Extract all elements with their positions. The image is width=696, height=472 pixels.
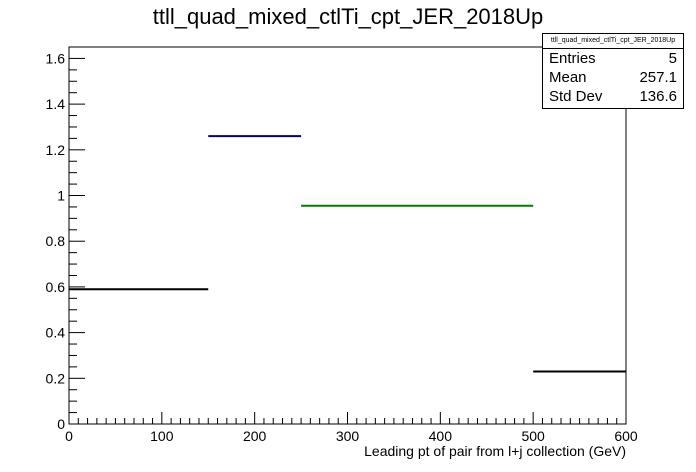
y-tick-label: 1 xyxy=(57,188,65,204)
y-tick-label: 0.4 xyxy=(46,325,66,341)
y-tick-label: 1.4 xyxy=(46,96,66,112)
y-tick-label: 0.6 xyxy=(46,279,66,295)
x-tick-label: 100 xyxy=(150,428,174,444)
stats-value-entries: 5 xyxy=(668,50,677,67)
stats-value-stddev: 136.6 xyxy=(639,88,677,105)
y-tick-label: 0.2 xyxy=(46,370,66,386)
stats-value-mean: 257.1 xyxy=(639,69,677,86)
x-tick-label: 400 xyxy=(429,428,453,444)
stats-label-entries: Entries xyxy=(549,50,596,67)
stats-label-stddev: Std Dev xyxy=(549,88,603,105)
y-tick-label: 1.6 xyxy=(46,50,66,66)
chart-title: ttll_quad_mixed_ctlTi_cpt_JER_2018Up xyxy=(152,4,544,29)
stats-row-entries: Entries 5 xyxy=(543,49,683,68)
stats-row-mean: Mean 257.1 xyxy=(543,68,683,87)
stats-box: ttll_quad_mixed_ctlTi_cpt_JER_2018Up Ent… xyxy=(542,33,684,109)
x-tick-label: 600 xyxy=(614,428,638,444)
x-tick-label: 500 xyxy=(521,428,545,444)
y-tick-label: 0 xyxy=(57,416,65,432)
x-axis-label: Leading pt of pair from l+j collection (… xyxy=(364,443,626,459)
x-tick-label: 0 xyxy=(65,428,73,444)
x-tick-label: 300 xyxy=(336,428,360,444)
y-tick-label: 1.2 xyxy=(46,142,66,158)
stats-label-mean: Mean xyxy=(549,69,587,86)
stats-box-name: ttll_quad_mixed_ctlTi_cpt_JER_2018Up xyxy=(543,34,683,49)
y-tick-label: 0.8 xyxy=(46,233,66,249)
x-tick-label: 200 xyxy=(243,428,267,444)
stats-row-stddev: Std Dev 136.6 xyxy=(543,87,683,106)
